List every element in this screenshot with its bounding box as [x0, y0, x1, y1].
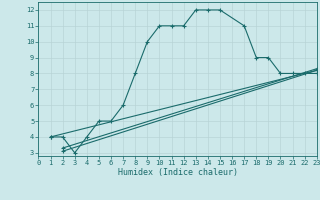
X-axis label: Humidex (Indice chaleur): Humidex (Indice chaleur): [118, 168, 238, 177]
